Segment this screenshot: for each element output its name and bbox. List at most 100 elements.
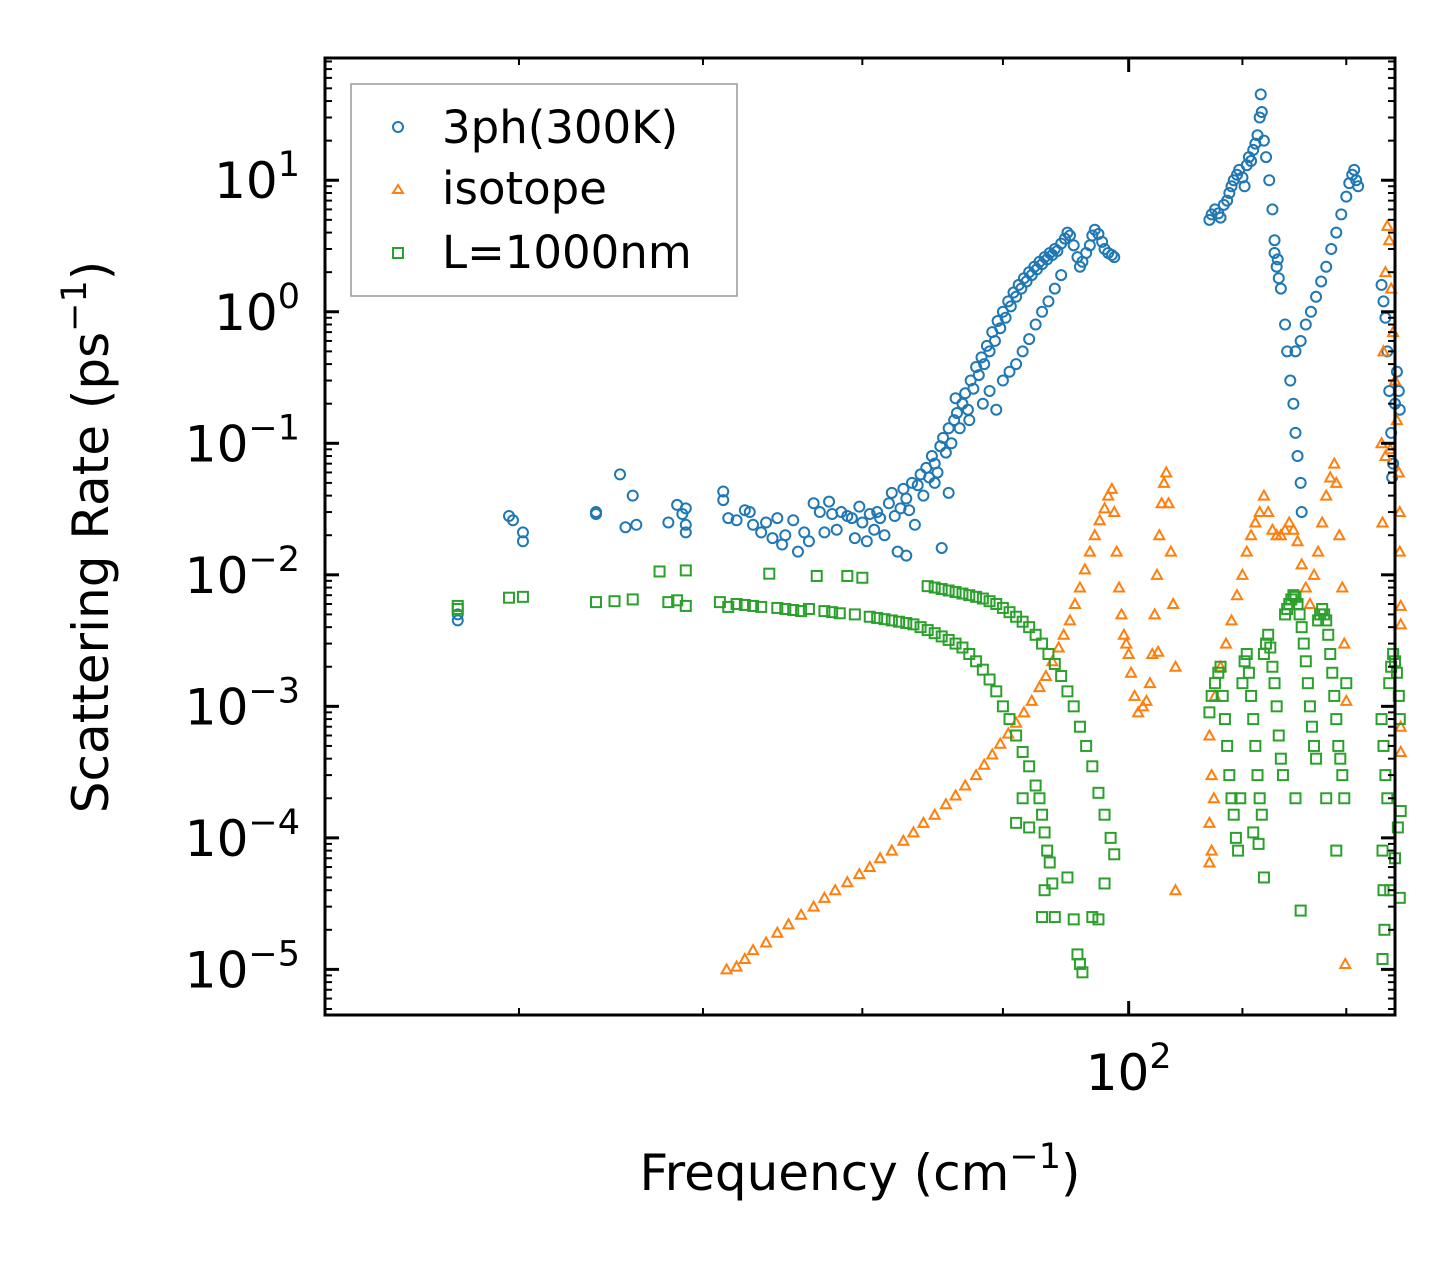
data-point [996, 700, 1009, 713]
data-point [1240, 648, 1253, 661]
data-point [1319, 488, 1333, 501]
data-point [1010, 729, 1023, 742]
plot-frame [323, 56, 1397, 1017]
data-point [1117, 627, 1131, 640]
data-point [1042, 648, 1055, 661]
y-tick-label: 10−4 [185, 803, 300, 868]
data-point [1127, 688, 1142, 701]
data-point [863, 507, 876, 520]
data-point [1326, 666, 1339, 679]
data-point [848, 608, 861, 621]
data-point [1159, 465, 1173, 478]
data-point [1394, 598, 1408, 611]
data-point [1029, 318, 1042, 331]
data-point [1067, 239, 1080, 252]
y-axis-label: Scattering Rate (ps−1) [55, 261, 120, 814]
data-point [1336, 769, 1349, 782]
data-point [787, 604, 800, 617]
data-point [1272, 272, 1285, 285]
data-point [1048, 911, 1061, 924]
data-point [1312, 614, 1325, 627]
data-point [942, 584, 955, 597]
data-point [1223, 186, 1236, 199]
data-point [1294, 557, 1309, 570]
data-point [626, 489, 639, 502]
data-point [1253, 111, 1266, 124]
data-point [1266, 660, 1279, 673]
data-point [1332, 739, 1345, 752]
data-point [795, 605, 808, 618]
data-point [953, 422, 966, 435]
data-point [516, 590, 529, 603]
data-point [1112, 580, 1126, 593]
data-point [963, 648, 976, 661]
data-point [1266, 203, 1279, 216]
data-point [976, 592, 989, 605]
data-point [1218, 713, 1231, 726]
data-point [1048, 282, 1061, 295]
data-point [679, 518, 692, 531]
data-point [1390, 666, 1403, 679]
data-point [900, 492, 913, 505]
data-point [956, 641, 969, 654]
data-point [949, 392, 962, 405]
data-point [1067, 913, 1080, 926]
y-tick-label: 10−1 [185, 408, 300, 473]
data-point [863, 610, 876, 623]
data-point [1254, 88, 1267, 101]
data-point [771, 512, 784, 525]
data-point [988, 334, 1001, 347]
data-point [770, 925, 785, 938]
data-point [840, 875, 855, 888]
data-point [1202, 728, 1217, 741]
data-point [1236, 677, 1249, 690]
data-point [608, 595, 621, 608]
data-point [1328, 689, 1341, 702]
data-point [970, 655, 983, 668]
data-point [1308, 739, 1321, 752]
data-point [1073, 580, 1087, 593]
data-point [1152, 528, 1166, 541]
data-point [1329, 475, 1343, 488]
data-point [1260, 151, 1273, 164]
data-point [1205, 689, 1218, 702]
data-point [1101, 488, 1115, 501]
legend-box [350, 83, 738, 297]
data-point [1281, 345, 1294, 358]
data-point [755, 600, 768, 613]
data-point [1375, 515, 1390, 528]
data-point [1073, 720, 1086, 733]
data-point [906, 476, 919, 489]
data-point [1016, 745, 1029, 758]
data-point [1297, 637, 1310, 650]
data-point [907, 618, 920, 631]
data-point [878, 613, 891, 626]
data-point [860, 535, 873, 548]
data-point [1332, 528, 1346, 541]
data-point [791, 545, 804, 558]
data-point [722, 600, 735, 613]
data-point [1291, 450, 1304, 463]
data-point [1337, 636, 1351, 649]
data-point [1092, 786, 1105, 799]
data-point [1249, 739, 1262, 752]
data-point [590, 596, 603, 609]
data-point [1257, 134, 1270, 147]
data-point [1375, 713, 1388, 726]
data-point [1168, 883, 1183, 896]
data-point [743, 506, 756, 519]
data-point [833, 607, 846, 620]
data-point [502, 591, 515, 604]
data-point [1048, 657, 1061, 670]
data-point [1247, 826, 1260, 839]
data-point [1108, 251, 1121, 264]
data-point [906, 825, 921, 838]
data-point [1230, 588, 1244, 601]
data-point [630, 518, 643, 531]
data-point [813, 506, 826, 519]
data-point [1378, 265, 1393, 278]
data-point [1232, 844, 1245, 857]
data-point [972, 369, 985, 382]
series-2 [451, 564, 1407, 979]
legend-entry-3ph: 3ph(300K) [392, 101, 678, 154]
